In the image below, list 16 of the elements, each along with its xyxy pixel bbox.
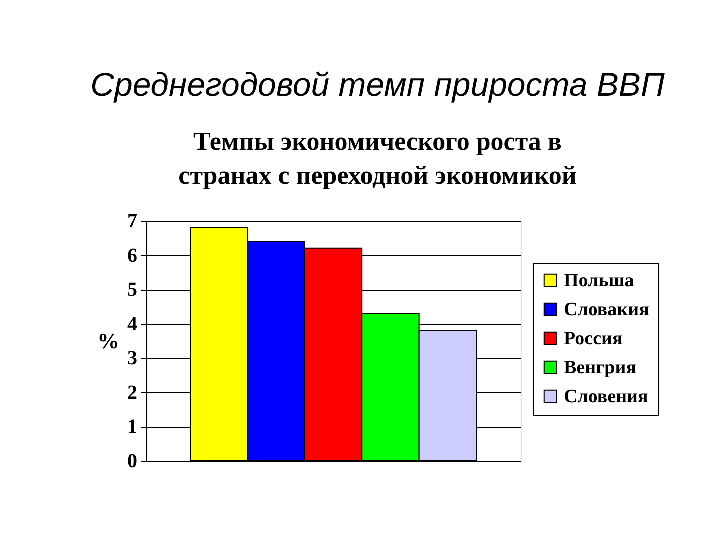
y-tick-label: 7 (128, 210, 138, 232)
legend-label: Словения (564, 386, 648, 408)
y-tick-label: 2 (128, 382, 138, 404)
y-tick-label: 0 (128, 450, 138, 472)
chart-subtitle: Темпы экономического роста в странах с переходной экономикой (178, 127, 577, 190)
legend-label: Словакия (564, 300, 650, 320)
y-tick-label: 5 (128, 279, 138, 302)
legend-label: Венгрия (564, 358, 636, 378)
chart-title: Среднегодовой темп прироста ВВП (90, 66, 665, 103)
legend-label: Россия (564, 328, 623, 350)
legend-label: Польша (564, 270, 635, 292)
y-tick-label: 1 (128, 416, 138, 438)
y-axis-title: % (98, 328, 120, 354)
y-tick-label: 3 (128, 348, 138, 370)
y-tick-label: 6 (128, 244, 138, 267)
y-tick-label: 4 (128, 313, 138, 336)
